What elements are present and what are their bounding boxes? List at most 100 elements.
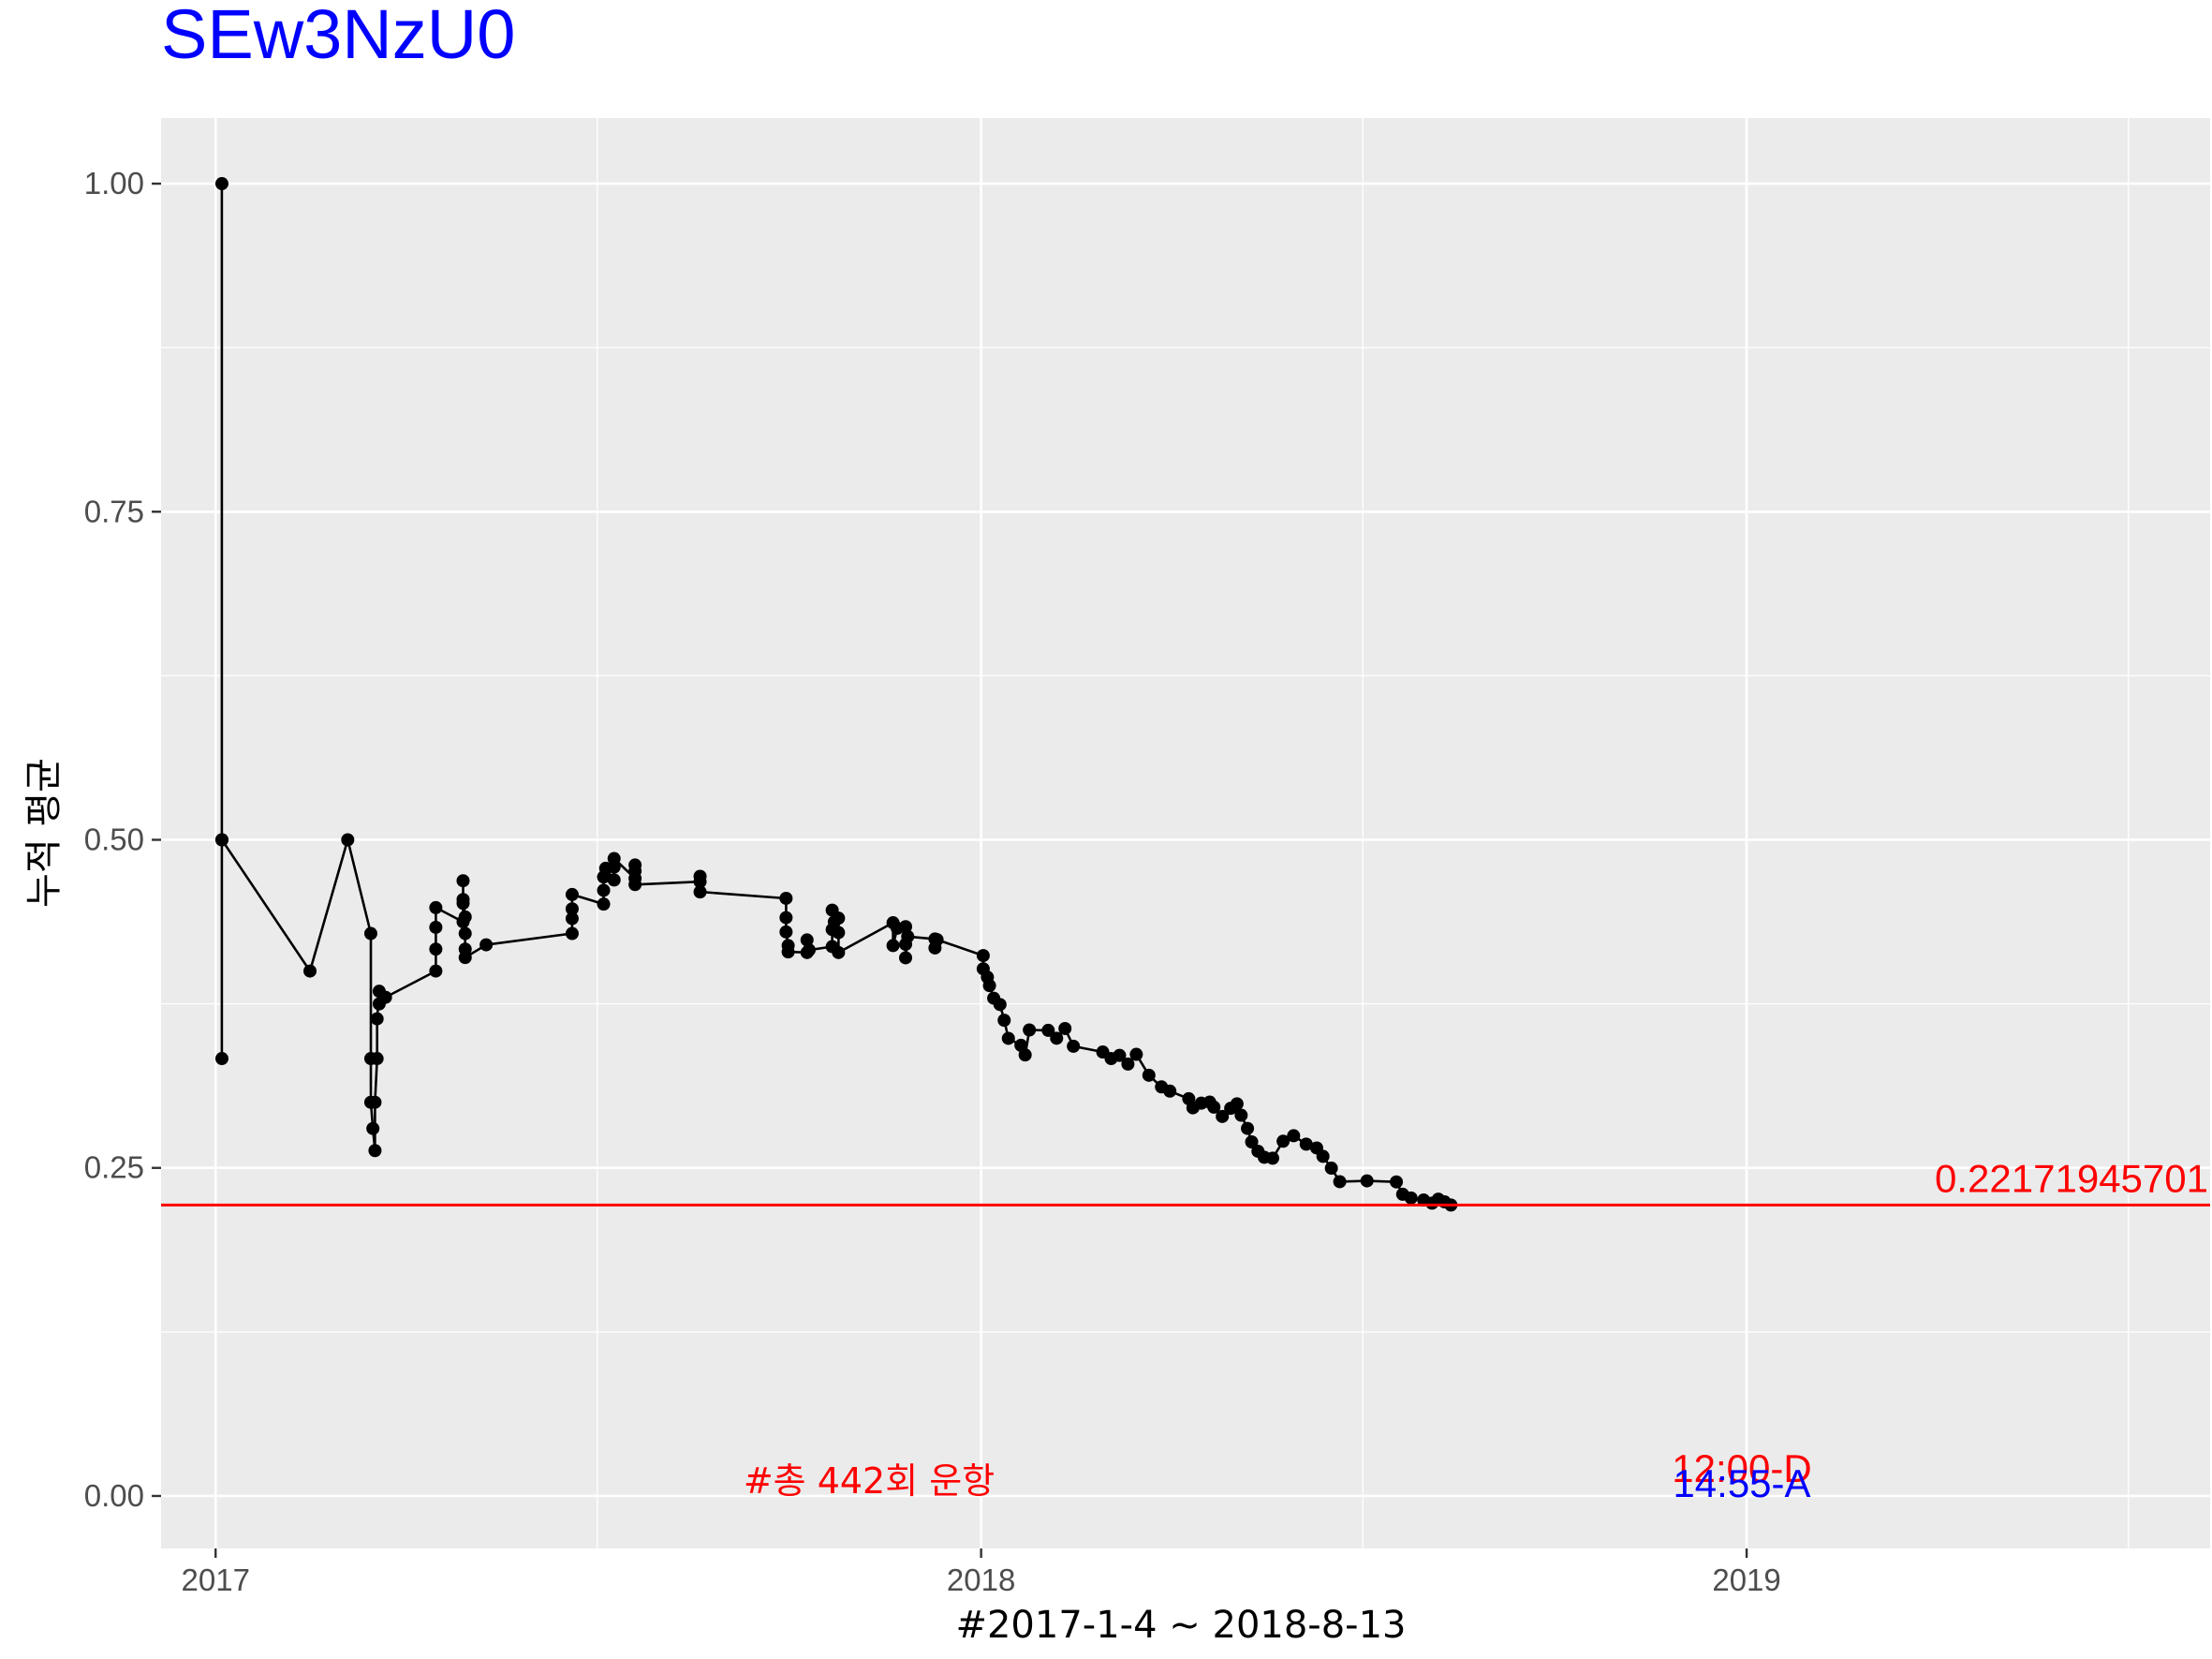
data-point (607, 873, 621, 887)
data-point (993, 998, 1007, 1012)
data-point (303, 964, 317, 978)
data-point (370, 1052, 384, 1066)
data-point (429, 942, 443, 956)
y-tick-label: 0.25 (84, 1150, 144, 1185)
data-point (368, 1144, 382, 1158)
data-point (628, 878, 642, 892)
data-point (214, 833, 229, 847)
data-point (378, 990, 392, 1004)
y-tick-label: 0.50 (84, 822, 144, 857)
data-point (693, 869, 707, 883)
plot-panel (161, 118, 2210, 1548)
data-point (832, 926, 846, 940)
data-point (458, 910, 472, 924)
data-point (1360, 1174, 1374, 1188)
data-point (1299, 1137, 1313, 1151)
data-point (1265, 1151, 1279, 1165)
data-point (1287, 1129, 1301, 1143)
data-point (607, 852, 621, 866)
data-point (1163, 1084, 1177, 1098)
data-point (456, 874, 470, 888)
data-point (479, 938, 494, 952)
data-point (597, 897, 611, 911)
data-point (1324, 1162, 1338, 1176)
data-point (429, 964, 443, 978)
data-point (899, 920, 913, 934)
data-point (363, 926, 377, 941)
x-tick-label: 2019 (1712, 1563, 1780, 1597)
axes: 0.00 0.25 0.50 0.75 1.00 2017 2018 2019 (84, 166, 1781, 1597)
x-tick-label: 2017 (182, 1563, 250, 1597)
data-point (1216, 1109, 1230, 1123)
x-axis-title: #2017-1-4 ~ 2018-8-13 (955, 1604, 1406, 1647)
y-tick-label: 0.75 (84, 494, 144, 528)
data-point (370, 1012, 384, 1026)
data-point (982, 979, 996, 993)
data-point (565, 902, 579, 916)
data-point (832, 945, 846, 959)
data-point (1234, 1108, 1248, 1122)
arrival-time-annotation: 14:55-A (1673, 1461, 1810, 1505)
y-tick-label: 0.00 (84, 1478, 144, 1513)
data-point (1207, 1100, 1221, 1114)
data-point (1142, 1068, 1156, 1082)
x-tick-label: 2018 (947, 1563, 1015, 1597)
data-point (693, 885, 707, 899)
data-point (368, 1095, 382, 1109)
total-flights-annotation: #총 442회 운항 (744, 1460, 995, 1502)
data-point (976, 949, 990, 963)
data-point (214, 1052, 229, 1066)
data-point (429, 900, 443, 914)
data-point (1333, 1175, 1347, 1189)
data-point (781, 945, 795, 959)
data-point (886, 939, 900, 953)
data-point (456, 893, 470, 907)
data-point (779, 911, 793, 925)
data-point (899, 951, 913, 965)
data-point (901, 929, 915, 943)
data-point (1316, 1149, 1330, 1163)
data-point (832, 911, 846, 926)
departure-time-annotation: 12:00-D (1672, 1446, 1811, 1490)
data-point (1018, 1048, 1032, 1062)
data-point (1113, 1048, 1127, 1062)
data-point (1067, 1039, 1081, 1053)
data-point (1230, 1097, 1244, 1111)
data-point (628, 858, 642, 872)
data-point (1241, 1121, 1255, 1135)
data-point (458, 951, 472, 965)
data-point (214, 177, 229, 191)
chart-title: SEw3NzU0 (161, 0, 515, 73)
data-point (779, 925, 793, 939)
data-point (930, 933, 944, 947)
data-series (214, 177, 1458, 1212)
data-point (458, 926, 472, 941)
data-point (1050, 1031, 1064, 1045)
data-point (1001, 1031, 1015, 1045)
y-axis-title: 누적 평균 (22, 758, 66, 908)
data-point (1121, 1057, 1135, 1071)
data-point (1245, 1134, 1259, 1148)
data-point (597, 883, 611, 897)
data-point (803, 943, 817, 957)
reference-line-group: 0.22171945701 (161, 1156, 2210, 1207)
data-point (341, 833, 355, 847)
data-point (366, 1121, 380, 1135)
data-point (1129, 1047, 1143, 1061)
data-point (997, 1014, 1011, 1028)
y-tick-label: 1.00 (84, 166, 144, 200)
data-point (1390, 1175, 1404, 1189)
data-point (565, 887, 579, 901)
data-point (565, 911, 579, 926)
data-point (1404, 1191, 1418, 1205)
data-point (565, 926, 579, 941)
reference-line-label: 0.22171945701 (1935, 1156, 2208, 1200)
data-point (800, 933, 814, 947)
data-point (1023, 1023, 1037, 1037)
data-point (429, 920, 443, 934)
grid-lines (161, 118, 2210, 1548)
data-point (1276, 1134, 1290, 1148)
data-point (779, 891, 793, 905)
data-point (1041, 1023, 1055, 1037)
